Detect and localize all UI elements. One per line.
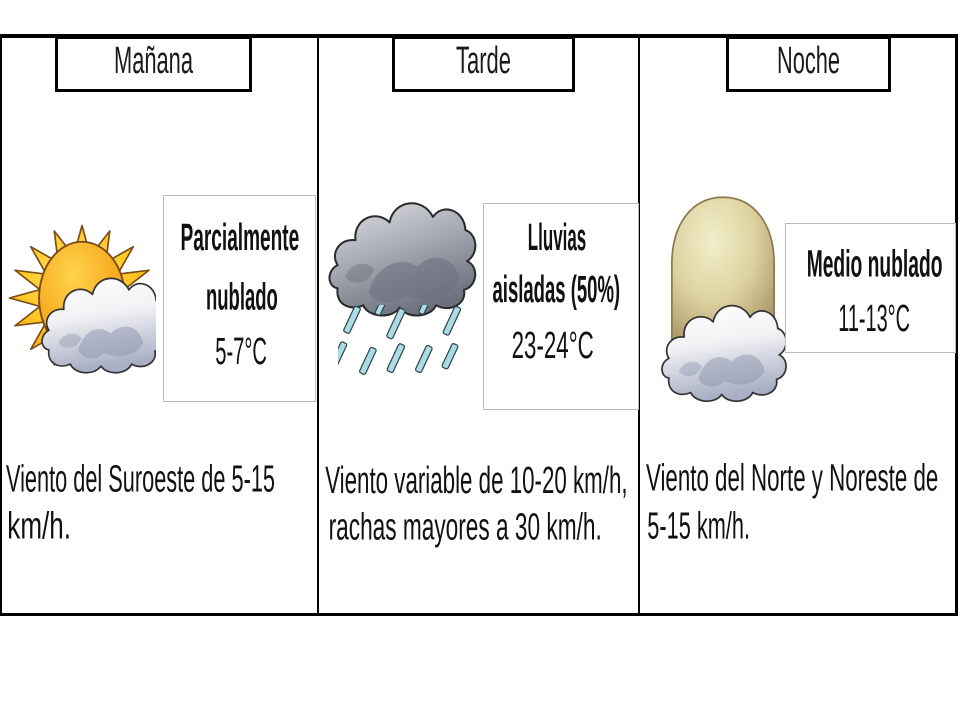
svg-text:Viento del Norte y Noreste de: Viento del Norte y Noreste de — [646, 458, 938, 500]
svg-text:Viento del Suroeste de 5-15: Viento del Suroeste de 5-15 — [6, 459, 275, 501]
svg-text:5-15 km/h.: 5-15 km/h. — [647, 505, 750, 547]
svg-text:Viento variable de 10-20 km/h,: Viento variable de 10-20 km/h, — [325, 460, 627, 502]
svg-text:rachas mayores a 30 km/h.: rachas mayores a 30 km/h. — [329, 507, 602, 549]
svg-text:km/h.: km/h. — [7, 505, 71, 547]
